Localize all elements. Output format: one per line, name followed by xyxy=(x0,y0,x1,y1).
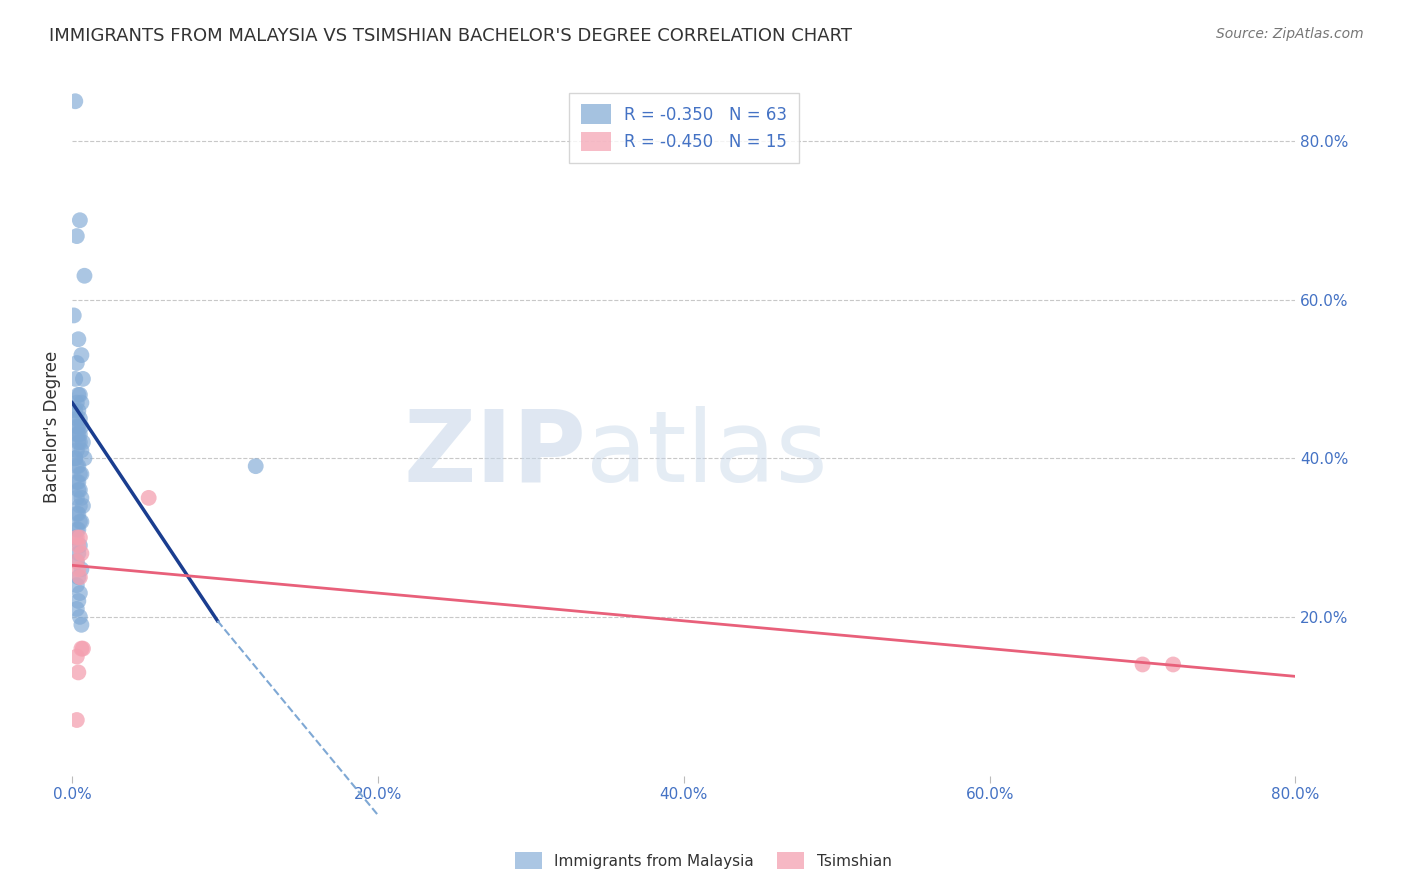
Point xyxy=(67,483,90,497)
Point xyxy=(69,467,91,481)
Point xyxy=(67,523,90,537)
Point xyxy=(66,578,89,592)
Point xyxy=(70,641,93,656)
Point xyxy=(66,459,89,474)
Point xyxy=(245,459,267,474)
Point xyxy=(69,388,91,402)
Point xyxy=(70,395,93,409)
Point xyxy=(67,665,90,680)
Point xyxy=(69,515,91,529)
Point xyxy=(67,475,90,489)
Point xyxy=(70,443,93,458)
Point xyxy=(66,443,89,458)
Point xyxy=(65,94,87,108)
Text: Source: ZipAtlas.com: Source: ZipAtlas.com xyxy=(1216,27,1364,41)
Point xyxy=(138,491,160,505)
Point xyxy=(67,539,90,553)
Point xyxy=(70,348,93,362)
Point xyxy=(66,395,89,409)
Text: atlas: atlas xyxy=(586,406,828,503)
Point xyxy=(62,309,84,323)
Point xyxy=(69,427,91,442)
Y-axis label: Bachelor's Degree: Bachelor's Degree xyxy=(44,351,60,502)
Point xyxy=(69,570,91,584)
Point xyxy=(69,483,91,497)
Point xyxy=(66,602,89,616)
Point xyxy=(69,610,91,624)
Point xyxy=(66,229,89,244)
Point xyxy=(66,356,89,370)
Point xyxy=(67,570,90,584)
Point xyxy=(72,499,94,513)
Point xyxy=(73,268,96,283)
Point xyxy=(66,531,89,545)
Point xyxy=(70,419,93,434)
Point xyxy=(72,641,94,656)
Point xyxy=(69,499,91,513)
Point xyxy=(66,419,89,434)
Point xyxy=(66,554,89,568)
Point xyxy=(67,403,90,417)
Point xyxy=(69,213,91,227)
Point xyxy=(65,372,87,386)
Point xyxy=(67,427,90,442)
Point xyxy=(66,649,89,664)
Point xyxy=(65,531,87,545)
Legend: Immigrants from Malaysia, Tsimshian: Immigrants from Malaysia, Tsimshian xyxy=(509,846,897,875)
Point xyxy=(67,419,90,434)
Point xyxy=(67,435,90,450)
Point xyxy=(72,372,94,386)
Point xyxy=(67,594,90,608)
Point xyxy=(1161,657,1184,672)
Text: IMMIGRANTS FROM MALAYSIA VS TSIMSHIAN BACHELOR'S DEGREE CORRELATION CHART: IMMIGRANTS FROM MALAYSIA VS TSIMSHIAN BA… xyxy=(49,27,852,45)
Point xyxy=(65,451,87,466)
Legend: R = -0.350   N = 63, R = -0.450   N = 15: R = -0.350 N = 63, R = -0.450 N = 15 xyxy=(569,93,799,163)
Point xyxy=(1132,657,1154,672)
Point xyxy=(67,507,90,521)
Point xyxy=(69,531,91,545)
Point xyxy=(66,523,89,537)
Point xyxy=(70,617,93,632)
Point xyxy=(70,546,93,560)
Point xyxy=(67,562,90,576)
Point xyxy=(66,554,89,568)
Point xyxy=(70,467,93,481)
Point xyxy=(66,475,89,489)
Point xyxy=(70,562,93,576)
Point xyxy=(65,403,87,417)
Point xyxy=(67,459,90,474)
Point xyxy=(69,586,91,600)
Point xyxy=(72,435,94,450)
Point xyxy=(73,451,96,466)
Point xyxy=(67,332,90,346)
Point xyxy=(66,411,89,425)
Point xyxy=(65,451,87,466)
Point xyxy=(67,546,90,560)
Point xyxy=(66,507,89,521)
Point xyxy=(70,491,93,505)
Text: ZIP: ZIP xyxy=(404,406,586,503)
Point xyxy=(66,491,89,505)
Point xyxy=(66,427,89,442)
Point xyxy=(69,539,91,553)
Point xyxy=(69,435,91,450)
Point xyxy=(69,411,91,425)
Point xyxy=(67,388,90,402)
Point xyxy=(66,713,89,727)
Point xyxy=(70,515,93,529)
